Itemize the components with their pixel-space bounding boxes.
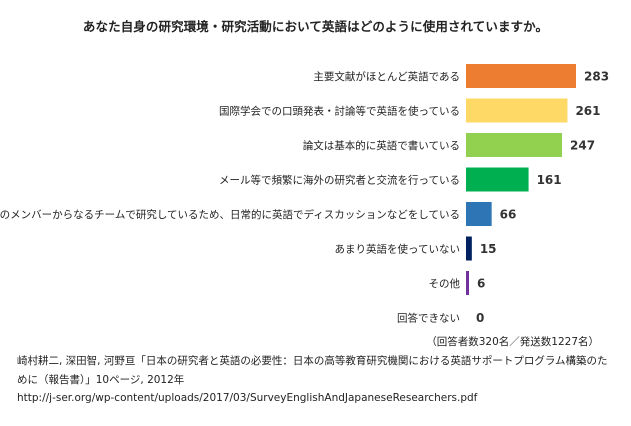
category-label: メール等で頻繁に海外の研究者と交流を行っている: [219, 174, 460, 187]
bar: [466, 236, 472, 261]
source-citation: 崎村耕二, 深田智, 河野亘「日本の研究者と英語の必要性：日本の高等教育研究機関…: [17, 355, 608, 386]
bar: [466, 133, 563, 157]
value-label: 6: [477, 277, 485, 291]
category-label: 主要文献がほとんど英語である: [313, 70, 460, 83]
value-label: 15: [480, 242, 497, 256]
respondent-note: （回答者数320名／発送数1227名）: [426, 336, 599, 348]
value-label: 283: [584, 70, 609, 84]
value-label: 161: [537, 173, 562, 187]
bar: [466, 167, 529, 192]
bar-chart: 主要文献がほとんど英語である 283 国際学会での口頭発表・討論等で英語を使っている…: [0, 64, 609, 325]
bar: [466, 202, 492, 226]
value-label: 247: [570, 139, 595, 153]
category-label: 多国籍のメンバーからなるチームで研究しているため、日常的に英語でディスカッション…: [0, 208, 460, 221]
category-label: 論文は基本的に英語で書いている: [303, 139, 460, 152]
chart-title: あなた自身の研究環境・研究活動において英語はどのように使用されていますか。: [82, 19, 549, 34]
category-label: 国際学会での口頭発表・討論等で英語を使っている: [219, 105, 460, 118]
category-label: あまり英語を使っていない: [335, 243, 460, 256]
bar: [466, 98, 568, 123]
bar: [466, 271, 469, 295]
category-label: その他: [429, 277, 461, 290]
value-label: 0: [476, 311, 484, 325]
bar: [466, 64, 576, 88]
category-label: 回答できない: [397, 312, 460, 325]
value-label: 261: [575, 104, 600, 118]
source-url: http://j-ser.org/wp-content/uploads/2017…: [17, 392, 478, 404]
value-label: 66: [500, 208, 517, 222]
